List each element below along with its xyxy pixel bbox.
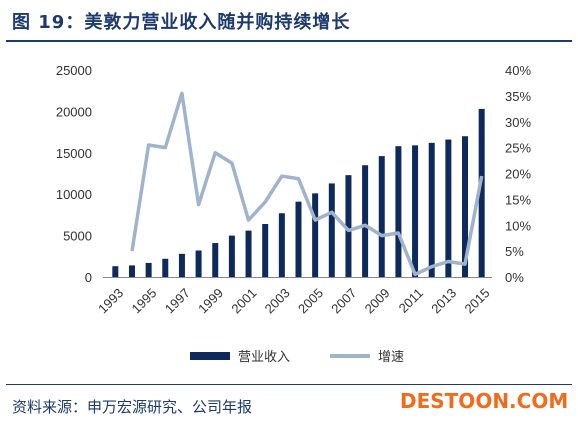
revenue-bar (112, 266, 119, 277)
x-tick-label: 2009 (362, 285, 393, 316)
page-title: 图 19：美敦力营业收入随并购持续增长 (12, 12, 351, 33)
revenue-bar (345, 175, 352, 277)
left-tick-label: 20000 (56, 104, 92, 119)
footer-divider (6, 384, 572, 385)
x-tick-label: 2003 (262, 285, 293, 316)
x-tick-label: 2011 (396, 285, 426, 315)
growth-line-path (130, 91, 484, 277)
revenue-bar (178, 253, 185, 277)
revenue-bar (412, 145, 419, 277)
x-tick-label: 1993 (95, 285, 126, 316)
right-tick-label: 25% (505, 141, 531, 156)
revenue-bar (462, 136, 469, 277)
revenue-bar (145, 262, 152, 277)
x-tick-label: 2001 (228, 285, 259, 316)
legend-label: 营业收入 (238, 350, 290, 365)
source-note: 资料来源：申万宏源研究、公司年报 (12, 398, 253, 416)
left-tick-label: 15000 (56, 146, 92, 161)
x-tick-label: 2013 (428, 285, 459, 316)
watermark-logo: DESTOON.COM (400, 389, 569, 413)
title-divider (6, 40, 572, 42)
legend-swatch-bar (190, 352, 230, 360)
left-tick-label: 0 (85, 270, 92, 285)
right-tick-label: 15% (505, 192, 531, 207)
right-axis-ticks: 0% 5% 10% 15% 20% 25% 30% 35% 40% (505, 63, 531, 285)
revenue-bar (278, 213, 285, 277)
right-tick-label: 30% (505, 115, 531, 130)
growth-line (130, 91, 484, 277)
revenue-bar (128, 265, 135, 277)
x-tick-label: 1999 (195, 285, 226, 316)
revenue-bar (212, 243, 219, 277)
revenue-bar (328, 183, 335, 277)
left-tick-label: 10000 (56, 187, 92, 202)
right-tick-label: 10% (505, 218, 531, 233)
x-axis-ticks: 1993 1995 1997 1999 2001 2003 2005 2007 2009 2011… (95, 285, 492, 316)
revenue-bar (428, 142, 435, 277)
legend: 营业收入 增速 (190, 350, 404, 365)
right-tick-label: 0% (505, 270, 524, 285)
left-axis-ticks: 0 5000 10000 15000 20000 25000 (56, 63, 92, 285)
revenue-growth-chart: 0 5000 10000 15000 20000 25000 0% 5% 10% 15% 20% 2… (56, 63, 532, 365)
x-tick-label: 1995 (128, 285, 159, 316)
left-tick-label: 5000 (63, 229, 92, 244)
revenue-bars (112, 108, 485, 277)
x-tick-label: 1997 (162, 285, 193, 316)
right-tick-label: 40% (505, 63, 531, 78)
revenue-bar (478, 108, 485, 277)
x-tick-label: 2005 (295, 285, 326, 316)
right-tick-label: 5% (505, 244, 524, 259)
right-tick-label: 35% (505, 89, 531, 104)
x-tick-label: 2007 (328, 285, 359, 316)
revenue-bar (262, 224, 269, 277)
revenue-bar (362, 165, 369, 277)
left-tick-label: 25000 (56, 63, 92, 78)
revenue-bar (162, 258, 169, 277)
revenue-bar (395, 146, 402, 277)
revenue-bar (295, 201, 302, 277)
revenue-bar (445, 139, 452, 277)
revenue-bar (378, 156, 385, 277)
x-tick-label: 2015 (462, 285, 493, 316)
right-tick-label: 20% (505, 167, 531, 182)
revenue-bar (195, 250, 202, 277)
revenue-bar (245, 230, 252, 277)
legend-label: 增速 (378, 350, 404, 365)
revenue-bar (312, 193, 319, 277)
revenue-bar (228, 235, 235, 277)
